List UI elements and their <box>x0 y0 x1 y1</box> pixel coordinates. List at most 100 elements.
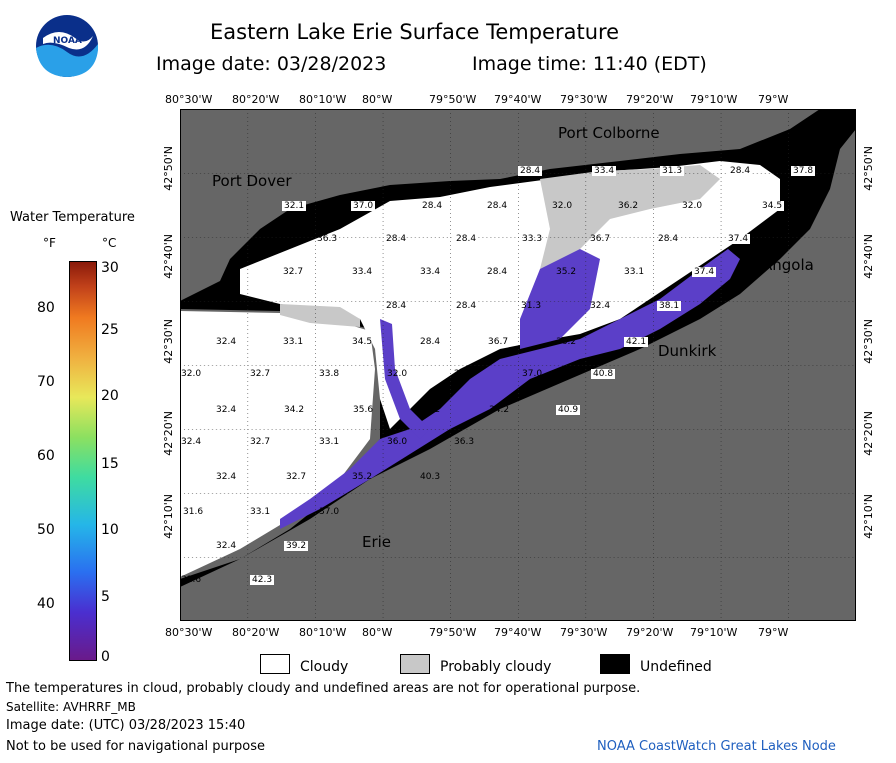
lat-tick-left: 42°20'N <box>162 411 175 456</box>
legend-undefined-label: Undefined <box>640 659 712 675</box>
image-date: Image date: 03/28/2023 <box>156 53 387 75</box>
temperature-label: 36.2 <box>618 201 639 211</box>
legend-undefined-swatch <box>600 654 630 674</box>
temperature-label: 40.8 <box>591 369 616 379</box>
temperature-label: 33.4 <box>352 267 373 277</box>
temperature-label: 36.3 <box>454 437 475 447</box>
temperature-label: 33.1 <box>283 337 304 347</box>
lon-tick-bottom: 80°W <box>362 626 393 639</box>
lake-map: 28.4 33.4 31.3 28.4 37.8 32.1 37.0 28.4 28.4 32.0… <box>180 109 856 621</box>
temperature-label: 28.4 <box>487 267 508 277</box>
temperature-label: 33.8 <box>319 369 340 379</box>
lon-tick-top: 80°10'W <box>299 93 347 106</box>
temperature-label: 42.1 <box>624 337 649 347</box>
temperature-label: 28.4 <box>454 301 479 311</box>
place-label: Port Dover <box>212 172 292 190</box>
colorbar-c-tick: 30 <box>101 260 119 276</box>
temperature-label: 33.1 <box>319 437 340 447</box>
temperature-label: 28.4 <box>386 301 407 311</box>
temperature-label: 32.4 <box>181 437 202 447</box>
lat-tick-right: 42°20'N <box>862 411 875 456</box>
temperature-label: 28.4 <box>518 166 543 176</box>
temperature-label: 38.1 <box>657 301 682 311</box>
temperature-label: 32.1 <box>282 201 307 211</box>
temperature-label: 31.3 <box>660 166 685 176</box>
temperature-label: 33.4 <box>420 267 441 277</box>
place-label: Buf <box>829 119 855 137</box>
temperature-label: 40.3 <box>420 472 441 482</box>
colorbar-title: Water Temperature <box>10 210 135 225</box>
temperature-label: 33.3 <box>522 234 543 244</box>
image-time: Image time: 11:40 (EDT) <box>472 53 707 75</box>
lon-tick-bottom: 79°10'W <box>690 626 738 639</box>
lon-tick-top: 80°30'W <box>165 93 213 106</box>
temperature-label: 32.7 <box>250 369 271 379</box>
lat-tick-right: 42°10'N <box>862 494 875 539</box>
image-date-utc: Image date: (UTC) 03/28/2023 15:40 <box>6 718 246 733</box>
graticule <box>180 109 856 621</box>
temperature-label: 32.0 <box>387 369 408 379</box>
legend-probably-cloudy-label: Probably cloudy <box>440 659 552 675</box>
temperature-label: 32.4 <box>216 541 237 551</box>
colorbar-c-tick: 25 <box>101 322 119 338</box>
lon-tick-top: 79°50'W <box>429 93 477 106</box>
colorbar-unit-f: °F <box>43 236 56 250</box>
noaa-logo: NOAA <box>35 14 99 78</box>
temperature-label: 32.0 <box>181 369 202 379</box>
colorbar-f-tick: 60 <box>37 448 55 464</box>
temperature-label: 42.3 <box>250 575 275 585</box>
lon-tick-top: 79°W <box>758 93 789 106</box>
lat-tick-right: 42°50'N <box>862 146 875 191</box>
temperature-label: 34.2 <box>420 405 441 415</box>
temperature-label: 28.4 <box>454 234 479 244</box>
colorbar-f-tick: 80 <box>37 300 55 316</box>
colorbar-f-tick: 70 <box>37 374 55 390</box>
disclaimer-text: The temperatures in cloud, probably clou… <box>6 681 641 696</box>
nav-warning: Not to be used for navigational purpose <box>6 739 266 754</box>
colorbar-c-tick: 20 <box>101 388 119 404</box>
lon-tick-top: 79°10'W <box>690 93 738 106</box>
lon-tick-bottom: 79°30'W <box>560 626 608 639</box>
temperature-label: 39.2 <box>284 541 309 551</box>
temperature-label: 37.0 <box>319 507 340 517</box>
page-title: Eastern Lake Erie Surface Temperature <box>210 20 620 44</box>
place-label: Angola <box>762 256 814 274</box>
lon-tick-bottom: 80°30'W <box>165 626 213 639</box>
legend-cloudy-label: Cloudy <box>300 659 349 675</box>
temperature-label: 36.0 <box>387 437 408 447</box>
temperature-label: 40.9 <box>556 405 581 415</box>
temperature-label: 37.4 <box>726 234 751 244</box>
lon-tick-top: 79°30'W <box>560 93 608 106</box>
lat-tick-left: 42°50'N <box>162 146 175 191</box>
temperature-label: 28.4 <box>728 166 753 176</box>
colorbar-gradient <box>69 261 97 661</box>
lon-tick-top: 80°W <box>362 93 393 106</box>
lon-tick-top: 79°40'W <box>494 93 542 106</box>
lon-tick-bottom: 79°20'W <box>626 626 674 639</box>
lon-tick-top: 79°20'W <box>626 93 674 106</box>
temperature-label: 36.3 <box>317 234 338 244</box>
legend-cloudy-swatch <box>260 654 290 674</box>
place-label: Port Colborne <box>558 124 660 142</box>
colorbar-unit-c: °C <box>102 236 117 250</box>
temperature-label: 34.5 <box>352 337 373 347</box>
temperature-label: 34.2 <box>489 405 510 415</box>
noaa-logo-text: NOAA <box>53 36 82 46</box>
temperature-label: 33.1 <box>250 507 271 517</box>
temperature-label: 37.4 <box>692 267 717 277</box>
lake-map-svg <box>180 109 856 621</box>
lat-tick-left: 42°40'N <box>162 234 175 279</box>
temperature-label: 35.6 <box>353 405 374 415</box>
temperature-label: 28.4 <box>420 337 441 347</box>
lon-tick-bottom: 80°20'W <box>232 626 280 639</box>
colorbar-c-tick: 5 <box>101 589 110 605</box>
temperature-label: 34.5 <box>760 201 785 211</box>
lon-tick-bottom: 79°W <box>758 626 789 639</box>
temperature-label: 28.4 <box>420 201 445 211</box>
colorbar-f-tick: 50 <box>37 522 55 538</box>
lat-tick-left: 42°30'N <box>162 319 175 364</box>
temperature-label: 32.4 <box>216 337 237 347</box>
temperature-label: 32.0 <box>682 201 703 211</box>
temperature-label: 32.7 <box>283 267 304 277</box>
temperature-label: 28.4 <box>386 234 407 244</box>
